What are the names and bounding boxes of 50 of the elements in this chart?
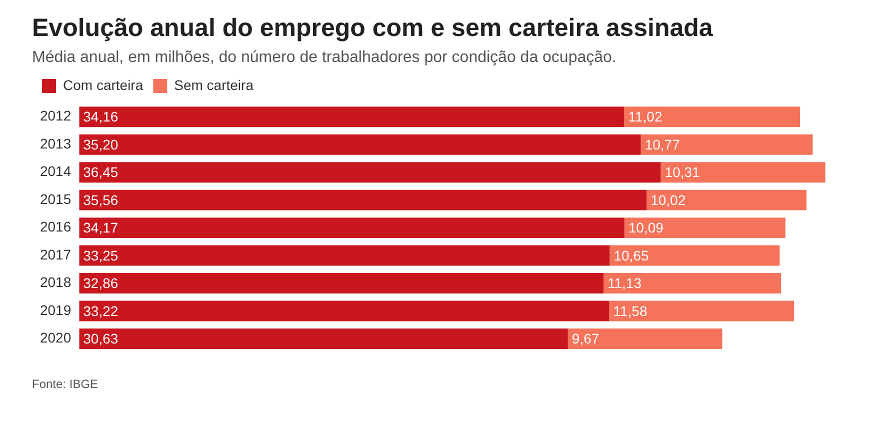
chart-subtitle: Média anual, em milhões, do número de trabalhadores por condição da ocupação. [32,49,618,67]
bar [640,134,813,155]
bar [624,218,786,238]
bar [79,328,568,349]
data-label: 35,56 [83,192,118,208]
data-label: 35,20 [83,136,118,152]
data-label: 10,02 [650,192,686,208]
chart-title: Evolução anual do emprego com e sem carteira assinada [32,14,714,43]
data-label: 34,16 [83,108,118,125]
bar [79,190,647,210]
data-label: 34,17 [83,220,118,236]
data-label: 11,58 [613,302,648,319]
bar [79,218,624,238]
bar [603,273,782,294]
bar [79,134,641,155]
bar [624,106,800,128]
data-label: 33,22 [83,302,118,319]
bar [79,273,604,294]
y-tick-label: 2013 [40,135,72,152]
bar [568,328,722,349]
source-note: Fonte: IBGE [32,377,100,391]
data-label: 10,65 [614,247,649,264]
bar [610,245,780,266]
y-tick-label: 2016 [40,218,72,235]
y-tick-label: 2015 [40,190,72,207]
bar [79,162,661,183]
y-tick-label: 2018 [40,274,72,290]
data-label: 11,13 [607,275,642,292]
bar [79,245,610,266]
data-label: 10,77 [644,136,680,152]
legend-label: Sem carteira [174,76,254,93]
bar [646,190,806,210]
data-label: 11,02 [628,108,662,125]
data-label: 32,86 [83,275,118,292]
y-tick-label: 2017 [40,246,72,262]
bar [660,162,826,183]
data-label: 36,45 [83,164,118,180]
y-tick-label: 2020 [40,330,72,346]
data-label: 10,31 [664,164,700,180]
y-tick-label: 2014 [40,163,72,180]
bar [79,106,624,128]
data-label: 33,25 [83,247,118,264]
data-label: 30,63 [83,330,118,347]
bar [79,300,610,322]
y-tick-label: 2012 [40,108,72,124]
data-label: 9,67 [572,330,600,347]
bar [609,300,794,322]
data-label: 10,09 [628,220,664,236]
legend-label: Com carteira [63,76,144,93]
y-tick-label: 2019 [40,302,72,318]
